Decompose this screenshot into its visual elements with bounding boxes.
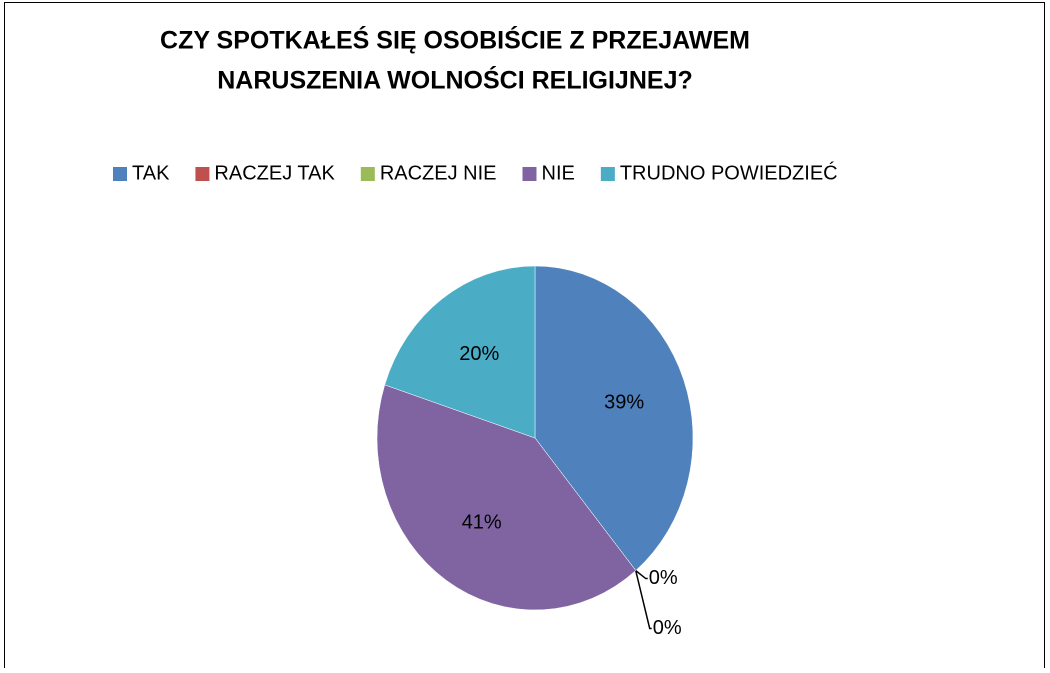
data-label: 39%: [604, 391, 644, 413]
chart-title: CZY SPOTKAŁEŚ SIĘ OSOBIŚCIE Z PRZEJAWEM: [160, 25, 750, 55]
data-label: 0%: [653, 617, 682, 639]
leader-line: [634, 570, 652, 630]
legend-label: TRUDNO POWIEDZIEĆ: [620, 161, 838, 184]
data-label: 0%: [649, 567, 678, 589]
pie-slice: [376, 384, 637, 611]
data-label: 41%: [462, 512, 502, 534]
legend-swatch: [113, 167, 127, 181]
legend-label: RACZEJ TAK: [214, 162, 335, 184]
leader-line: [635, 569, 648, 580]
data-label: 20%: [459, 343, 499, 365]
legend-swatch: [195, 167, 210, 181]
pie-slice: [384, 265, 536, 439]
legend-swatch: [600, 167, 615, 181]
legend-label: TAK: [132, 162, 170, 184]
pie-slice: [534, 265, 694, 571]
legend-swatch: [360, 167, 375, 181]
legend-swatch: [522, 167, 537, 181]
legend-label: RACZEJ NIE: [380, 162, 497, 184]
legend-label: NIE: [542, 162, 575, 184]
chart-title: NARUSZENIA WOLNOŚCI RELIGIJNEJ?: [217, 65, 693, 95]
